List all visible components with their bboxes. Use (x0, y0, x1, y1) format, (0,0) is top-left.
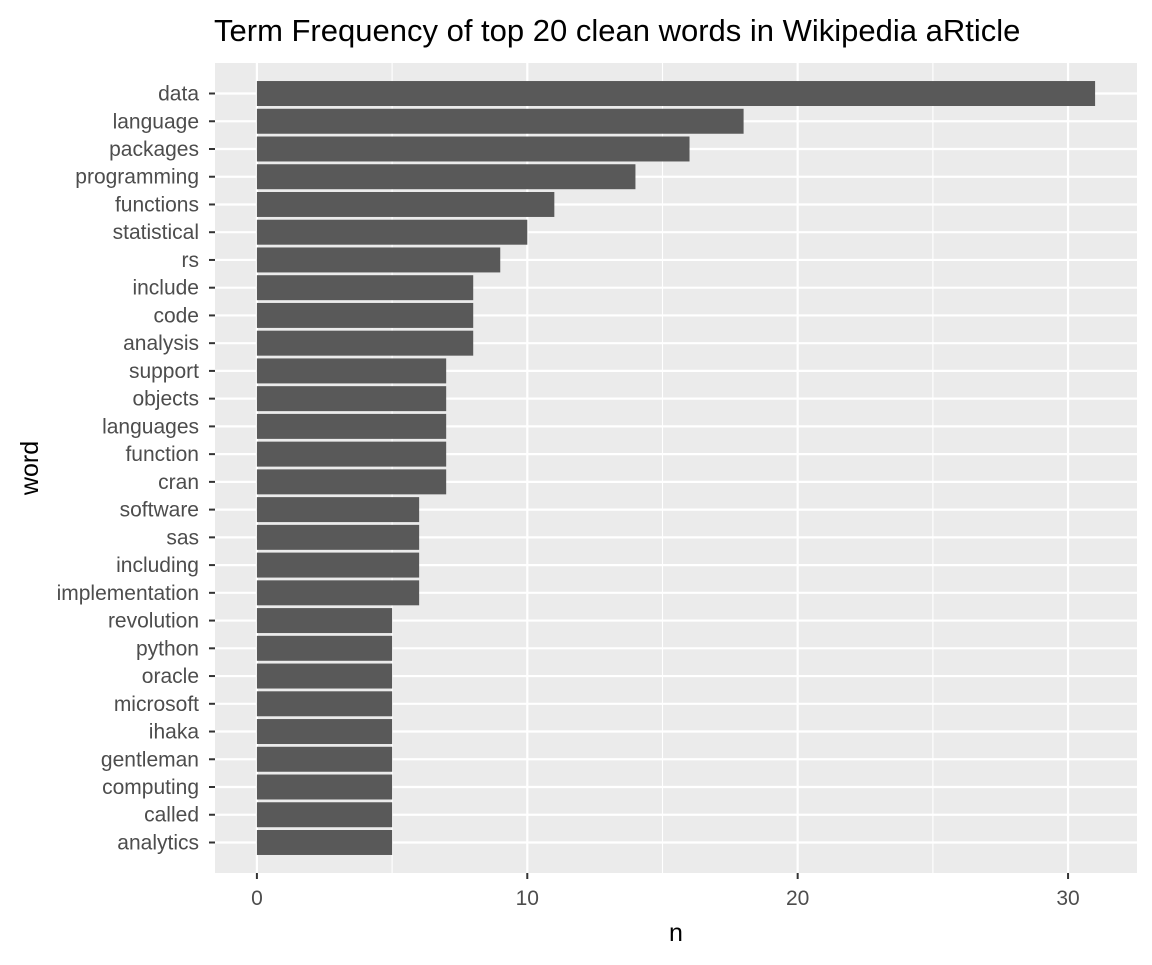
bar-gentleman (256, 746, 393, 772)
y-tick-label: python (136, 637, 199, 660)
bar-implementation (256, 580, 420, 606)
x-tick-label: 20 (786, 887, 809, 910)
bar-packages (256, 136, 690, 162)
bar-programming (256, 164, 636, 190)
y-tick-label: including (116, 554, 199, 577)
y-tick-label: oracle (142, 665, 199, 688)
x-tick-label: 30 (1056, 887, 1079, 910)
bar-include (256, 275, 474, 301)
bar-oracle (256, 663, 393, 689)
bar-code (256, 302, 474, 328)
y-tick-label: microsoft (114, 693, 199, 716)
y-tick-label: cran (158, 471, 199, 494)
y-tick-label: languages (102, 415, 199, 438)
y-tick-label: called (144, 804, 199, 827)
y-tick-label: revolution (108, 610, 199, 633)
y-axis: datalanguagepackagesprogrammingfunctions… (57, 83, 215, 854)
y-tick-label: sas (166, 526, 199, 549)
bar-revolution (256, 608, 393, 634)
bar-including (256, 552, 420, 578)
bar-cran (256, 469, 447, 495)
bars (256, 81, 1096, 855)
bar-software (256, 497, 420, 523)
bar-objects (256, 386, 447, 412)
y-tick-label: computing (102, 776, 199, 799)
x-tick-label: 10 (516, 887, 539, 910)
y-tick-label: language (113, 110, 199, 133)
x-axis: 0 10 20 30 (251, 873, 1080, 910)
y-tick-label: data (158, 83, 199, 106)
y-tick-label: ihaka (149, 721, 200, 744)
bar-microsoft (256, 691, 393, 717)
bar-statistical (256, 219, 528, 245)
y-tick-label: analysis (123, 332, 199, 355)
y-tick-label: packages (109, 138, 199, 161)
bar-languages (256, 413, 447, 439)
x-tick-label: 0 (251, 887, 263, 910)
bar-sas (256, 524, 420, 550)
bar-support (256, 358, 447, 384)
y-tick-label: objects (132, 388, 199, 411)
y-tick-label: function (125, 443, 199, 466)
bar-data (256, 81, 1096, 106)
bar-computing (256, 774, 393, 800)
y-tick-label: functions (115, 193, 199, 216)
bar-language (256, 108, 744, 134)
x-axis-title: n (669, 919, 683, 947)
bar-python (256, 635, 393, 661)
y-axis-title: word (16, 441, 44, 496)
chart-title: Term Frequency of top 20 clean words in … (214, 13, 1020, 48)
y-tick-label: gentleman (101, 748, 199, 771)
y-tick-label: code (153, 304, 199, 327)
y-tick-label: statistical (113, 221, 199, 244)
y-tick-label: implementation (57, 582, 199, 605)
bar-function (256, 441, 447, 467)
y-tick-label: support (129, 360, 199, 383)
bar-ihaka (256, 719, 393, 745)
y-tick-label: software (120, 499, 199, 522)
bar-called (256, 802, 393, 828)
y-tick-label: programming (75, 166, 199, 189)
bar-functions (256, 191, 555, 217)
y-tick-label: rs (182, 249, 200, 272)
y-tick-label: analytics (117, 831, 199, 854)
bar-rs (256, 247, 501, 273)
bar-analysis (256, 330, 474, 356)
y-tick-label: include (132, 277, 199, 300)
bar-analytics (256, 830, 393, 855)
